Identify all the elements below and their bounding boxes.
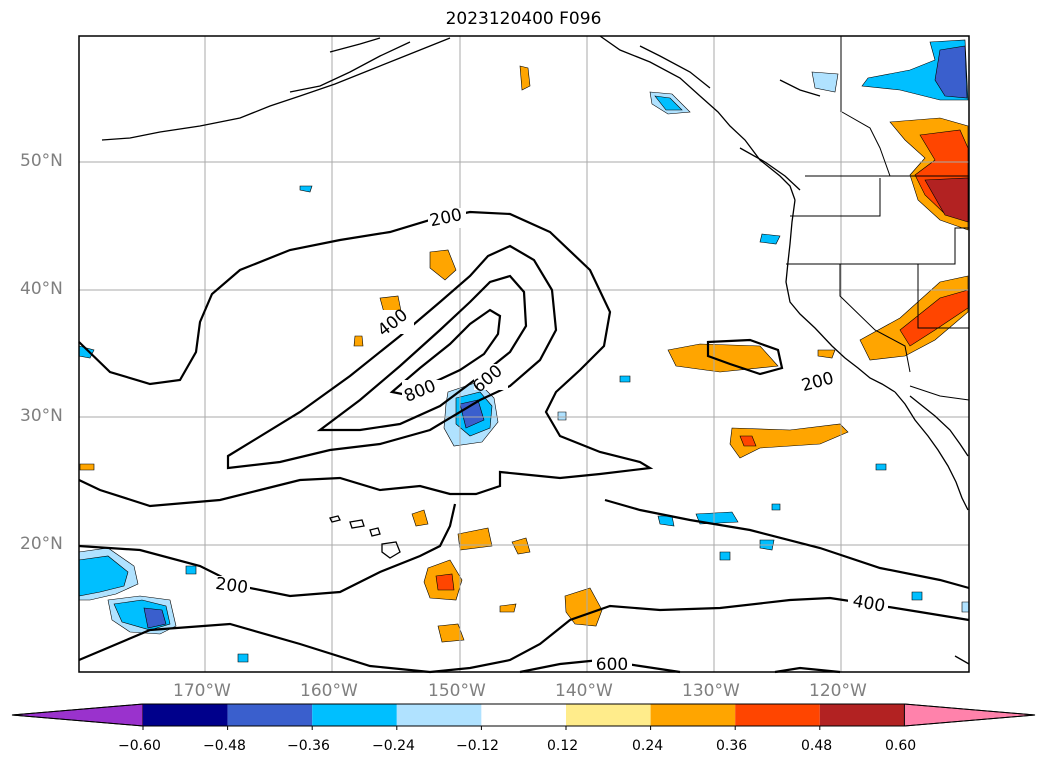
- map-title: 2023120400 F096: [445, 9, 602, 29]
- colorbar-tick-label: −0.60: [118, 738, 161, 754]
- map-frame: [78, 35, 970, 673]
- colorbar-segment: [312, 704, 397, 726]
- colorbar-tick-label: 0.12: [547, 738, 579, 754]
- colorbar-segment: [396, 704, 482, 726]
- colorbar-segment: [650, 704, 736, 726]
- lon-label: 140°W: [555, 681, 613, 701]
- lat-label: 30°N: [20, 406, 63, 426]
- colorbar-segment: [819, 704, 905, 726]
- colorbar-tick-label: 0.36: [716, 738, 748, 754]
- colorbar-tick-label: 0.60: [885, 738, 917, 754]
- lon-label: 160°W: [300, 681, 358, 701]
- colorbar-extend-max: [903, 703, 1036, 727]
- lat-label: 20°N: [20, 534, 63, 554]
- lat-label: 50°N: [20, 151, 63, 171]
- colorbar-tick-label: −0.36: [287, 738, 330, 754]
- colorbar-segment: [143, 704, 228, 726]
- lon-label: 170°W: [173, 681, 231, 701]
- colorbar: [11, 703, 1036, 730]
- colorbar-tick-label: −0.48: [203, 738, 246, 754]
- colorbar-extend-min: [11, 703, 144, 727]
- colorbar-segment: [481, 704, 566, 726]
- shaded-anomaly-areas: [78, 39, 970, 663]
- colorbar-segment: [735, 704, 820, 726]
- lon-label: 150°W: [428, 681, 486, 701]
- colorbar-tick-label: 0.24: [632, 738, 664, 754]
- lat-label: 40°N: [20, 279, 63, 299]
- lon-label: 130°W: [682, 681, 740, 701]
- contour-label: 200: [214, 574, 249, 598]
- graticule: [79, 36, 969, 672]
- lon-label: 120°W: [809, 681, 867, 701]
- colorbar-tick-label: 0.48: [801, 738, 833, 754]
- colorbar-segment: [566, 704, 651, 726]
- coastlines: [101, 35, 970, 665]
- political-borders: [786, 36, 970, 401]
- colorbar-tick-label: −0.12: [456, 738, 499, 754]
- colorbar-segment: [227, 704, 313, 726]
- contour-label: 600: [596, 655, 628, 675]
- colorbar-tick-label: −0.24: [372, 738, 415, 754]
